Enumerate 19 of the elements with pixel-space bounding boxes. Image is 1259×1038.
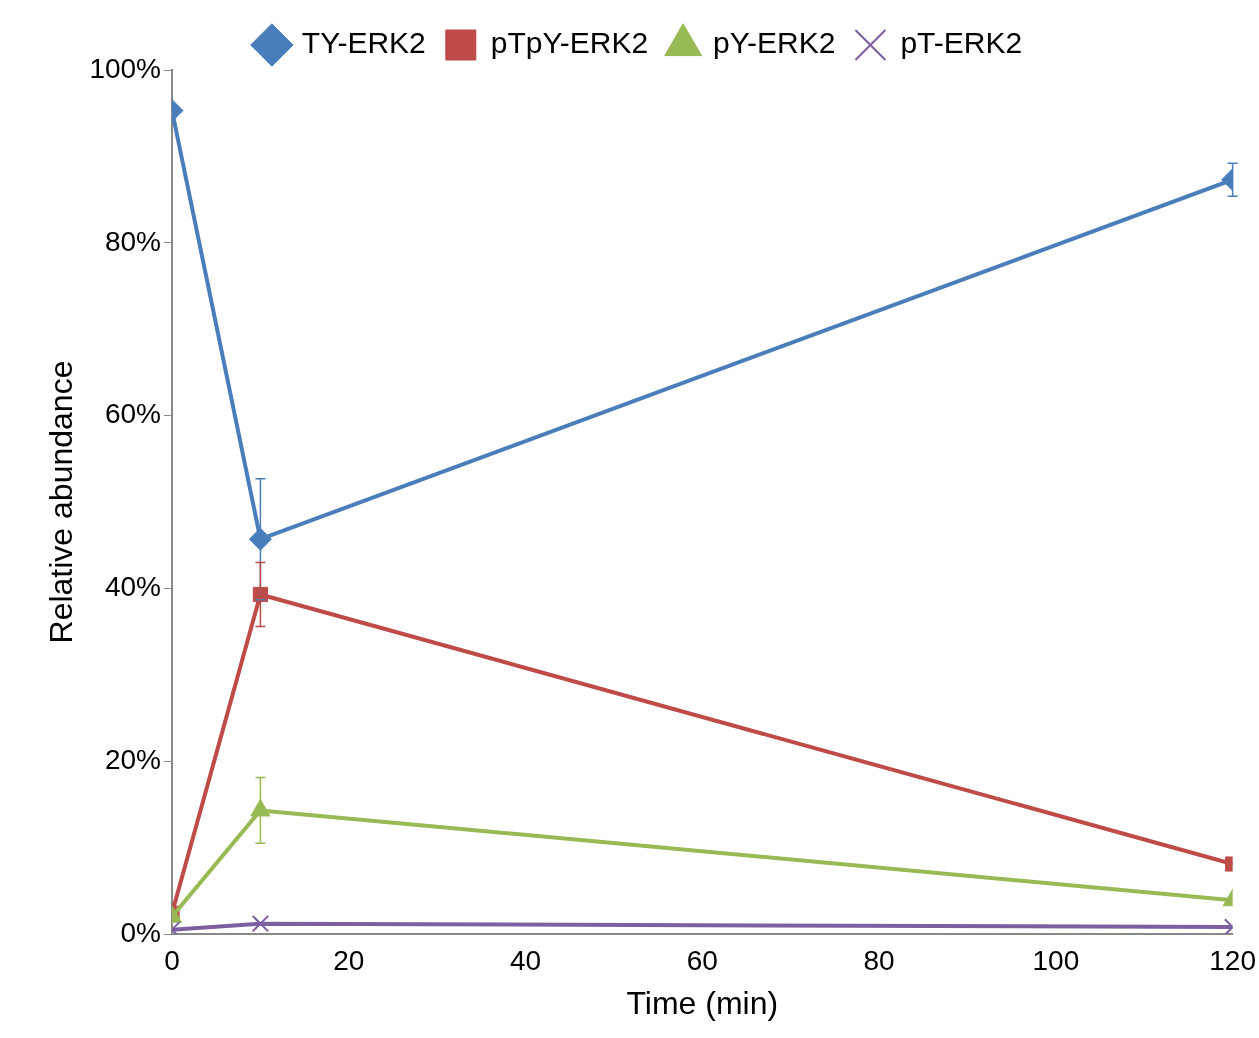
x-tick-label: 0 [164,944,180,976]
y-axis-title: Relative abundance [43,360,80,644]
legend-label: pT-ERK2 [900,26,1023,60]
legend-label: pY-ERK2 [713,26,836,60]
y-tick-label: 0% [120,916,162,948]
y-tick-label: 20% [104,743,162,775]
x-tick-label: 60 [686,944,718,976]
y-tick-label: 60% [104,398,162,430]
y-tick-label: 80% [104,225,162,257]
x-tick-label: 100 [1032,944,1080,976]
x-axis-title: Time (min) [626,984,779,1021]
x-tick-label: 20 [333,944,365,976]
x-tick-label: 80 [863,944,895,976]
x-tick-label: 120 [1209,944,1256,976]
y-tick-label: 100% [89,52,162,84]
y-tick-label: 40% [104,571,162,603]
legend-label: pTpY-ERK2 [490,26,649,60]
x-tick-label: 40 [509,944,542,976]
legend-label: TY-ERK2 [301,26,426,60]
